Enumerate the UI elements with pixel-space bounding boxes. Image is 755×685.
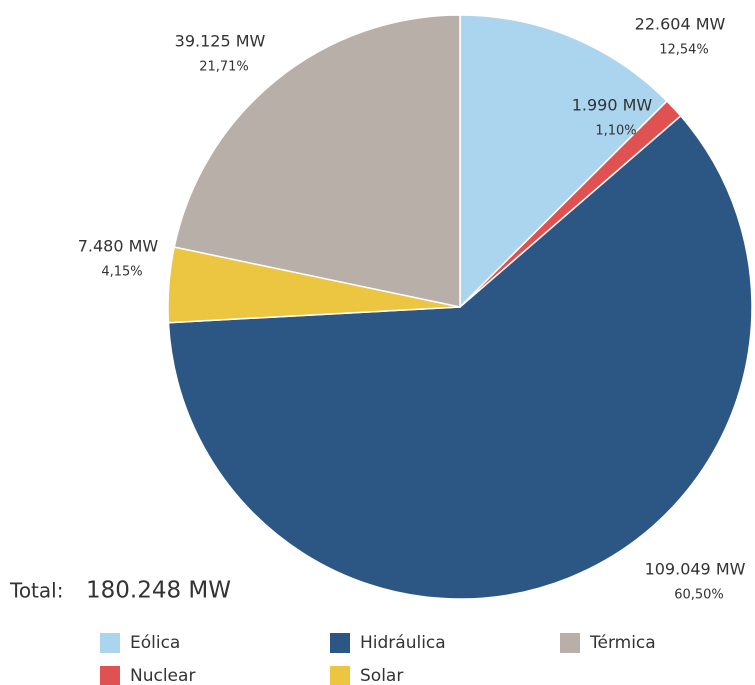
legend-label: Térmica bbox=[589, 633, 656, 653]
pie-slice bbox=[173, 14, 461, 308]
total-prefix: Total: bbox=[9, 579, 63, 603]
value-label: 109.049 MW bbox=[645, 560, 746, 579]
legend-label: Nuclear bbox=[130, 666, 195, 685]
legend-label: Eólica bbox=[130, 633, 180, 653]
legend-label: Solar bbox=[360, 666, 403, 685]
value-label: 39.125 MW bbox=[175, 32, 266, 51]
legend-swatch bbox=[560, 633, 580, 653]
value-label: 1.990 MW bbox=[572, 96, 653, 115]
percent-label: 4,15% bbox=[101, 265, 142, 280]
pie-slice bbox=[459, 14, 669, 309]
pie-slice bbox=[167, 114, 753, 600]
percent-label: 21,71% bbox=[199, 60, 249, 75]
total-value: 180.248 MW bbox=[86, 578, 231, 604]
value-label: 7.480 MW bbox=[78, 237, 159, 256]
legend-swatch bbox=[330, 666, 350, 685]
legend-swatch bbox=[330, 633, 350, 653]
legend-swatch bbox=[100, 666, 120, 685]
legend-swatch bbox=[100, 633, 120, 653]
percent-label: 60,50% bbox=[674, 588, 724, 603]
legend-label: Hidráulica bbox=[360, 633, 446, 653]
value-label: 22.604 MW bbox=[635, 15, 726, 34]
percent-label: 1,10% bbox=[595, 124, 636, 139]
percent-label: 12,54% bbox=[659, 43, 709, 58]
